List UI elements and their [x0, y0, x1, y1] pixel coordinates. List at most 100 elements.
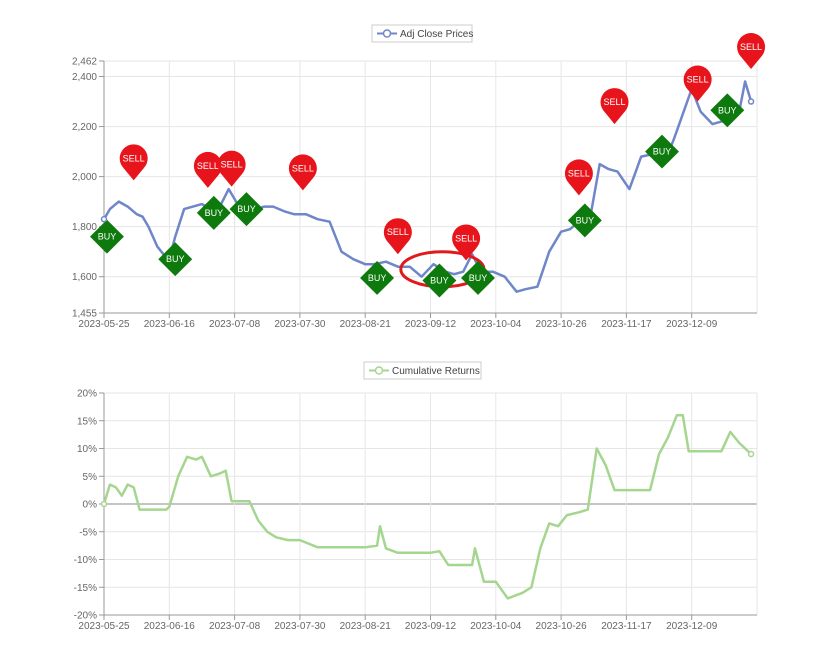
y-tick-label: 2,000: [72, 172, 97, 183]
sell-pin-icon: [119, 144, 148, 173]
buy-diamond-icon: [158, 242, 193, 277]
sell-pin-icon: [737, 33, 766, 62]
x-tick-label: 2023-07-30: [274, 621, 326, 632]
x-tick-label: 2023-10-26: [536, 319, 588, 330]
price-chart: Adj Close Prices 2,462 2,400 2,200 2,000 1,8…: [72, 24, 766, 330]
buy-diamond-icon: [196, 195, 231, 230]
y-tick-label: -10%: [74, 555, 97, 566]
buy-signal-label: BUY: [205, 208, 224, 218]
y-tick-label: 2,200: [72, 122, 97, 133]
buy-signal-label: BUY: [98, 232, 117, 242]
y-tick-label: 0%: [83, 500, 98, 511]
buy-signal-label: BUY: [576, 215, 595, 225]
buy-diamond-icon: [645, 134, 679, 169]
sell-signal-label: SELL: [604, 97, 626, 107]
price-grid: [103, 60, 758, 314]
returns-y-ticks: 20% 15% 10% 5% 0% -5% -10% -15% -20%: [74, 389, 104, 622]
sell-signal: SELL: [383, 218, 412, 255]
returns-legend-label: Cumulative Returns: [392, 366, 480, 377]
returns-x-ticks: 2023-05-25 2023-06-16 2023-07-08 2023-07-30…: [78, 615, 718, 632]
sell-signal: SELL: [119, 144, 148, 181]
x-tick-label: 2023-05-25: [78, 319, 130, 330]
buy-signal: BUY: [645, 134, 679, 169]
x-tick-label: 2023-06-16: [144, 319, 196, 330]
y-tick-label: 15%: [77, 416, 97, 427]
buy-diamond-icon: [229, 192, 264, 227]
sell-signal-label: SELL: [292, 163, 314, 173]
sell-signal: SELL: [683, 65, 712, 102]
x-tick-label: 2023-10-04: [470, 319, 522, 330]
x-tick-label: 2023-12-09: [666, 319, 718, 330]
x-tick-label: 2023-08-21: [340, 621, 392, 632]
x-tick-label: 2023-09-12: [405, 621, 457, 632]
sell-pin-icon: [217, 150, 246, 179]
buy-signal-label: BUY: [718, 105, 737, 115]
buy-signal-label: BUY: [653, 147, 672, 157]
buy-signal: BUY: [360, 260, 395, 295]
buy-signal-label: BUY: [469, 273, 488, 283]
buy-signal-label: BUY: [430, 275, 449, 285]
sell-signal: SELL: [737, 33, 766, 70]
sell-pin-icon: [564, 159, 593, 188]
buy-diamond-icon: [422, 263, 457, 298]
sell-signal: SELL: [193, 151, 222, 188]
sell-signal-label: SELL: [197, 161, 219, 171]
buy-signal: BUY: [158, 242, 193, 277]
x-tick-label: 2023-05-25: [78, 621, 130, 632]
y-tick-label: 1,600: [72, 272, 97, 283]
price-legend[interactable]: Adj Close Prices: [371, 24, 473, 43]
price-x-ticks: 2023-05-25 2023-06-16 2023-07-08 2023-07-30…: [78, 313, 718, 330]
buy-signal: BUY: [422, 263, 457, 298]
trade-signals: BUY SELL BUY SELL BUY SELL BUY SELL BUY SELL BUY SE…: [89, 33, 766, 298]
y-tick-label: -15%: [74, 583, 97, 594]
buy-diamond-icon: [567, 203, 602, 238]
x-tick-label: 2023-11-17: [601, 621, 652, 632]
returns-legend[interactable]: Cumulative Returns: [363, 361, 482, 380]
sell-pin-icon: [193, 151, 222, 180]
series-point: [747, 98, 755, 105]
sell-signal-label: SELL: [455, 233, 477, 243]
x-tick-label: 2023-09-12: [405, 319, 457, 330]
buy-diamond-icon: [461, 260, 495, 295]
sell-signal-label: SELL: [568, 168, 590, 178]
price-legend-label: Adj Close Prices: [400, 29, 473, 40]
buy-signal: BUY: [229, 192, 264, 227]
sell-signal: SELL: [564, 159, 593, 196]
series-point: [100, 500, 108, 508]
sell-signal-label: SELL: [387, 227, 409, 237]
price-legend-marker-icon: [382, 29, 392, 38]
x-tick-label: 2023-07-08: [209, 621, 261, 632]
x-tick-label: 2023-06-16: [144, 621, 196, 632]
buy-signal: BUY: [89, 219, 124, 254]
y-tick-label: 2,462: [72, 57, 97, 68]
sell-signal: SELL: [288, 154, 317, 191]
returns-series-line: [102, 413, 752, 600]
returns-legend-box: [363, 361, 482, 380]
x-tick-label: 2023-10-26: [536, 621, 588, 632]
buy-diamond-icon: [360, 260, 395, 295]
x-tick-label: 2023-10-04: [470, 621, 522, 632]
sell-pin-icon: [683, 65, 712, 94]
buy-diamond-icon: [89, 219, 124, 254]
y-tick-label: 1,800: [72, 222, 97, 233]
sell-signal-label: SELL: [221, 160, 243, 170]
returns-legend-marker-icon: [374, 366, 384, 375]
sell-signal: SELL: [217, 150, 246, 187]
price-legend-box: [371, 24, 473, 43]
buy-signal: BUY: [196, 195, 231, 230]
x-tick-label: 2023-07-08: [209, 319, 261, 330]
y-tick-label: 20%: [77, 389, 97, 400]
series-point: [747, 450, 755, 458]
x-tick-label: 2023-08-21: [340, 319, 392, 330]
y-tick-label: 2,400: [72, 72, 97, 83]
buy-signal-label: BUY: [237, 204, 256, 214]
buy-signal-label: BUY: [166, 254, 185, 264]
returns-chart: Cumulative Returns 20% 15% 10% 5% 0% -5% -10% -…: [74, 361, 758, 632]
sell-signal-label: SELL: [123, 153, 145, 163]
buy-signal: BUY: [461, 260, 495, 295]
sell-signal: SELL: [452, 224, 481, 261]
sell-signal-label: SELL: [687, 75, 709, 85]
y-tick-label: 10%: [77, 444, 97, 455]
x-tick-label: 2023-12-09: [666, 621, 718, 632]
